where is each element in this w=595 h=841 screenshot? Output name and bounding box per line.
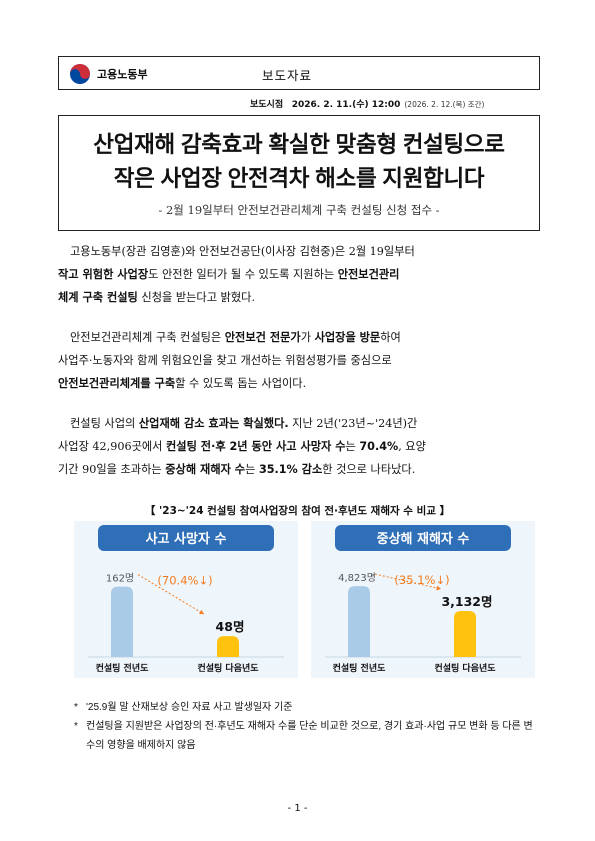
- p1-text-2: 신청을 받는다고 밝혔다.: [137, 291, 255, 304]
- x-tick-label: 컨설팅 전년도: [96, 662, 150, 674]
- p3-text-3: 사업장 42,906곳에서: [58, 440, 167, 453]
- p3-bold-4: 중상해 재해자 수: [165, 463, 246, 476]
- footnote-text: '25.9월 말 산재보상 승인 자료 사고 발생일자 기준: [86, 702, 293, 713]
- footnotes: * '25.9월 말 산재보상 승인 자료 사고 발생일자 기준 * 컨설팅을 …: [74, 698, 540, 755]
- x-tick-label: 컨설팅 다음년도: [197, 662, 259, 674]
- p2-bold-2: 사업장을 방문: [314, 331, 381, 344]
- chart-header-title: 중상해 재해자 수: [377, 531, 470, 547]
- p1-line-1: 고용노동부(장관 김영훈)와 안전보건공단(이사장 김현중)은 2월 19일부터: [70, 245, 415, 258]
- p3-line-2: 사업장 42,906곳에서 컨설팅 전·후 2년 동안 사고 사망자 수는 70…: [58, 435, 542, 458]
- footnote-text: 컨설팅을 지원받은 사업장의 전·후년도 재해자 수를 단순 비교한 것으로, …: [86, 721, 533, 751]
- p3-bold-1: 산업재해 감소 효과는 확실했다.: [138, 417, 289, 430]
- p2-line-3: 안전보건관리체계를 구축할 수 있도록 돕는 사업이다.: [58, 372, 542, 395]
- change-percent-label: (70.4%↓): [157, 574, 212, 588]
- footnote-2: * 컨설팅을 지원받은 사업장의 전·후년도 재해자 수를 단순 비교한 것으로…: [74, 717, 540, 755]
- p3-text-1: 컨설팅 사업의: [70, 417, 139, 430]
- ministry-name: 고용노동부: [97, 68, 148, 81]
- p3-bold-5: 35.1% 감소: [258, 463, 323, 476]
- change-arrow-head: [199, 609, 204, 615]
- bar: [217, 636, 239, 657]
- p3-bold-3: 70.4%: [359, 440, 399, 453]
- page-title: 산업재해 감축효과 확실한 맞춤형 컨설팅으로 작은 사업장 안전격차 해소를 …: [59, 128, 539, 196]
- bar-value-label: 4,823명: [338, 572, 376, 584]
- taegeuk-logo-icon: [70, 64, 90, 84]
- title-line-1: 산업재해 감축효과 확실한 맞춤형 컨설팅으로: [93, 132, 505, 157]
- p3-line-3: 기간 90일을 초과하는 중상해 재해자 수는 35.1% 감소한 것으로 나타…: [58, 458, 542, 481]
- p3-line-1: 컨설팅 사업의 산업재해 감소 효과는 확실했다. 지난 2년('23년~'24…: [58, 412, 542, 435]
- p2-line-1: 안전보건관리체계 구축 컨설팅은 안전보건 전문가가 사업장을 방문하여: [58, 326, 542, 349]
- p2-bold-1: 안전보건 전문가: [224, 331, 301, 344]
- title-line-2: 작은 사업장 안전격차 해소를 지원합니다: [113, 166, 485, 191]
- x-tick-label: 컨설팅 다음년도: [434, 662, 496, 674]
- p3-text-8: 한 것으로 나타났다.: [322, 463, 416, 476]
- p3-text-2: 지난 2년('23년~'24년)간: [288, 417, 418, 430]
- chart-header-bg: [98, 525, 274, 551]
- bar-value-label: 48명: [216, 619, 245, 634]
- bar-value-label: 3,132명: [441, 594, 492, 609]
- title-box: 산업재해 감축효과 확실한 맞춤형 컨설팅으로 작은 사업장 안전격차 해소를 …: [58, 115, 540, 231]
- doc-type: 보도자료: [262, 68, 313, 83]
- footnote-mark: *: [74, 702, 78, 713]
- p3-text-5: , 요양: [398, 440, 426, 453]
- bar-value-label: 162명: [106, 573, 134, 585]
- p2-text-3: 하여: [380, 331, 401, 344]
- p3-bold-2: 컨설팅 전·후 2년 동안 사고 사망자 수: [166, 440, 346, 453]
- header-box: 고용노동부 보도자료: [58, 56, 540, 90]
- p2-bold-3: 안전보건관리체계를 구축: [58, 377, 176, 390]
- page-number: - 1 -: [287, 803, 308, 814]
- p1-bold-3: 체계 구축 컨설팅: [58, 291, 138, 304]
- bar: [454, 610, 476, 657]
- change-arrow-head: [436, 585, 441, 591]
- p3-text-6: 기간 90일을 초과하는: [58, 463, 166, 476]
- p3-text-4: 는: [345, 440, 360, 453]
- p2-line-2: 사업주·노동자와 함께 위험요인을 찾고 개선하는 위험성평가를 중심으로: [58, 354, 392, 367]
- chart-header-bg: [335, 525, 511, 551]
- paragraph-3: 컨설팅 사업의 산업재해 감소 효과는 확실했다. 지난 2년('23년~'24…: [58, 412, 542, 481]
- p2-text-1: 안전보건관리체계 구축 컨설팅은: [70, 331, 225, 344]
- page-subtitle: - 2월 19일부터 안전보건관리체계 구축 컨설팅 신청 접수 -: [158, 203, 440, 217]
- embargo-datetime: 2026. 2. 11.(수) 12:00: [291, 100, 401, 110]
- p2-text-4: 할 수 있도록 돕는 사업이다.: [175, 377, 307, 390]
- bar: [111, 586, 133, 657]
- bar: [348, 586, 370, 657]
- embargo-label: 보도시점: [250, 100, 284, 110]
- change-arrow-line: [374, 573, 442, 590]
- p1-bold-1: 작고 위험한 사업장: [58, 268, 149, 281]
- embargo-line: 보도시점 2026. 2. 11.(수) 12:00 (2026. 2. 12.(…: [250, 97, 485, 110]
- change-arrow-line: [137, 574, 205, 615]
- embargo-prepared: (2026. 2. 12.(목) 조간): [404, 100, 485, 109]
- footnote-1: * '25.9월 말 산재보상 승인 자료 사고 발생일자 기준: [74, 698, 540, 717]
- chart-header-title: 사고 사망자 수: [146, 531, 227, 547]
- p1-line-3: 체계 구축 컨설팅 신청을 받는다고 밝혔다.: [58, 286, 542, 309]
- p1-line-2: 작고 위험한 사업장도 안전한 일터가 될 수 있도록 지원하는 안전보건관리: [58, 263, 542, 286]
- x-tick-label: 컨설팅 전년도: [333, 662, 387, 674]
- footnote-mark: *: [74, 721, 78, 732]
- change-percent-label: (35.1%↓): [394, 573, 449, 587]
- p1-bold-2: 안전보건관리: [337, 268, 400, 281]
- paragraph-1: 고용노동부(장관 김영훈)와 안전보건공단(이사장 김현중)은 2월 19일부터…: [58, 240, 542, 309]
- p2-text-2: 가: [300, 331, 315, 344]
- p1-text-1: 도 안전한 일터가 될 수 있도록 지원하는: [148, 268, 338, 281]
- p3-text-7: 는: [245, 463, 259, 476]
- chart-title: 【 '23~'24 컨설팅 참여사업장의 참여 전·후년도 재해자 수 비교 】: [144, 505, 451, 517]
- paragraph-2: 안전보건관리체계 구축 컨설팅은 안전보건 전문가가 사업장을 방문하여 사업주…: [58, 326, 542, 395]
